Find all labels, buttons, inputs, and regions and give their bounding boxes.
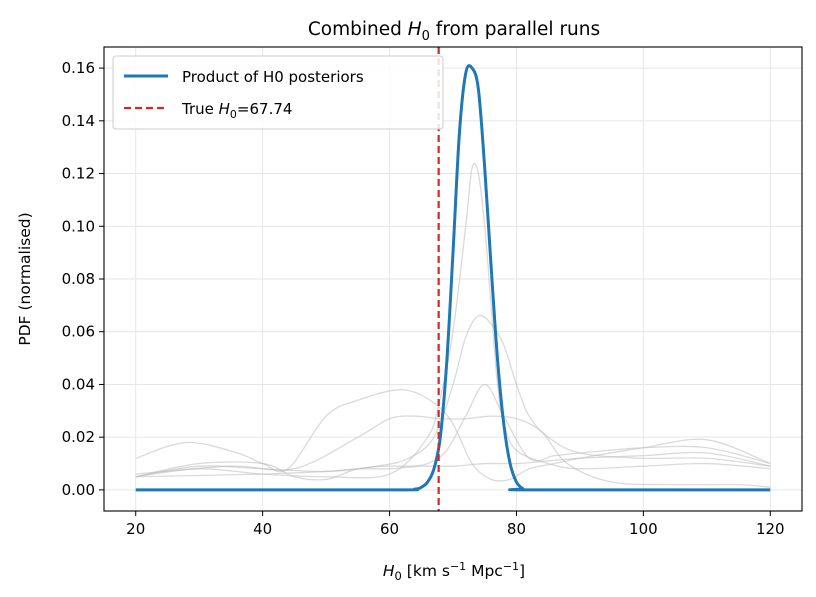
xlabel-exp-1: −1 (450, 560, 466, 573)
legend: Product of H0 posteriors True H0=67.74 (112, 55, 444, 130)
individual-posterior-curve-3 (135, 162, 771, 479)
x-tick-label: 80 (507, 520, 526, 538)
x-tick-label: 100 (629, 520, 658, 538)
y-tick-label: 0.16 (62, 59, 95, 77)
legend-label-true-h0: True H0=67.74 (181, 100, 292, 121)
xlabel-units-2: Mpc (466, 562, 503, 580)
title-part-2: from parallel runs (430, 19, 600, 40)
x-tick-label: 60 (380, 520, 399, 538)
xlabel-units-1: [km s (402, 562, 450, 580)
title-part-1: Combined (308, 19, 408, 40)
legend-true-subscript: 0 (230, 108, 237, 121)
title-h-symbol: H (408, 19, 422, 40)
y-tick-label: 0.10 (62, 217, 95, 235)
grid-lines (104, 47, 802, 511)
xlabel-h-symbol: H (383, 562, 395, 580)
y-tick-label: 0.02 (62, 428, 95, 446)
legend-true-h-symbol: H (219, 100, 230, 118)
individual-curves (135, 162, 771, 488)
x-axis-ticks: 20 40 60 80 100 120 (126, 511, 785, 538)
x-tick-label: 20 (126, 520, 145, 538)
legend-true-value: =67.74 (237, 100, 293, 118)
x-tick-label: 120 (756, 520, 785, 538)
y-tick-label: 0.12 (62, 165, 95, 183)
chart-title: Combined H0 from parallel runs (308, 19, 600, 44)
product-curve (135, 64, 771, 492)
y-axis-label: PDF (normalised) (16, 212, 34, 345)
y-tick-label: 0.06 (62, 323, 95, 341)
x-tick-label: 40 (253, 520, 272, 538)
title-subscript: 0 (422, 29, 430, 44)
xlabel-units-3: ] (519, 562, 525, 580)
legend-box (112, 55, 444, 130)
individual-posterior-curve-5 (135, 415, 771, 488)
y-tick-label: 0.00 (62, 481, 95, 499)
y-axis-ticks: 0.00 0.02 0.04 0.06 0.08 0.10 0.12 0.14 0.16 (62, 59, 104, 499)
xlabel-subscript: 0 (395, 569, 402, 583)
x-axis-label: H0 [km s−1 Mpc−1] (383, 560, 525, 583)
xlabel-exp-2: −1 (503, 560, 519, 573)
individual-posterior-curve-2 (135, 389, 771, 482)
individual-posterior-curve-6 (135, 451, 771, 478)
legend-label-product: Product of H0 posteriors (182, 68, 364, 86)
y-tick-label: 0.08 (62, 270, 95, 288)
legend-true-part-1: True (181, 100, 219, 118)
y-tick-label: 0.14 (62, 112, 95, 130)
y-tick-label: 0.04 (62, 375, 95, 393)
